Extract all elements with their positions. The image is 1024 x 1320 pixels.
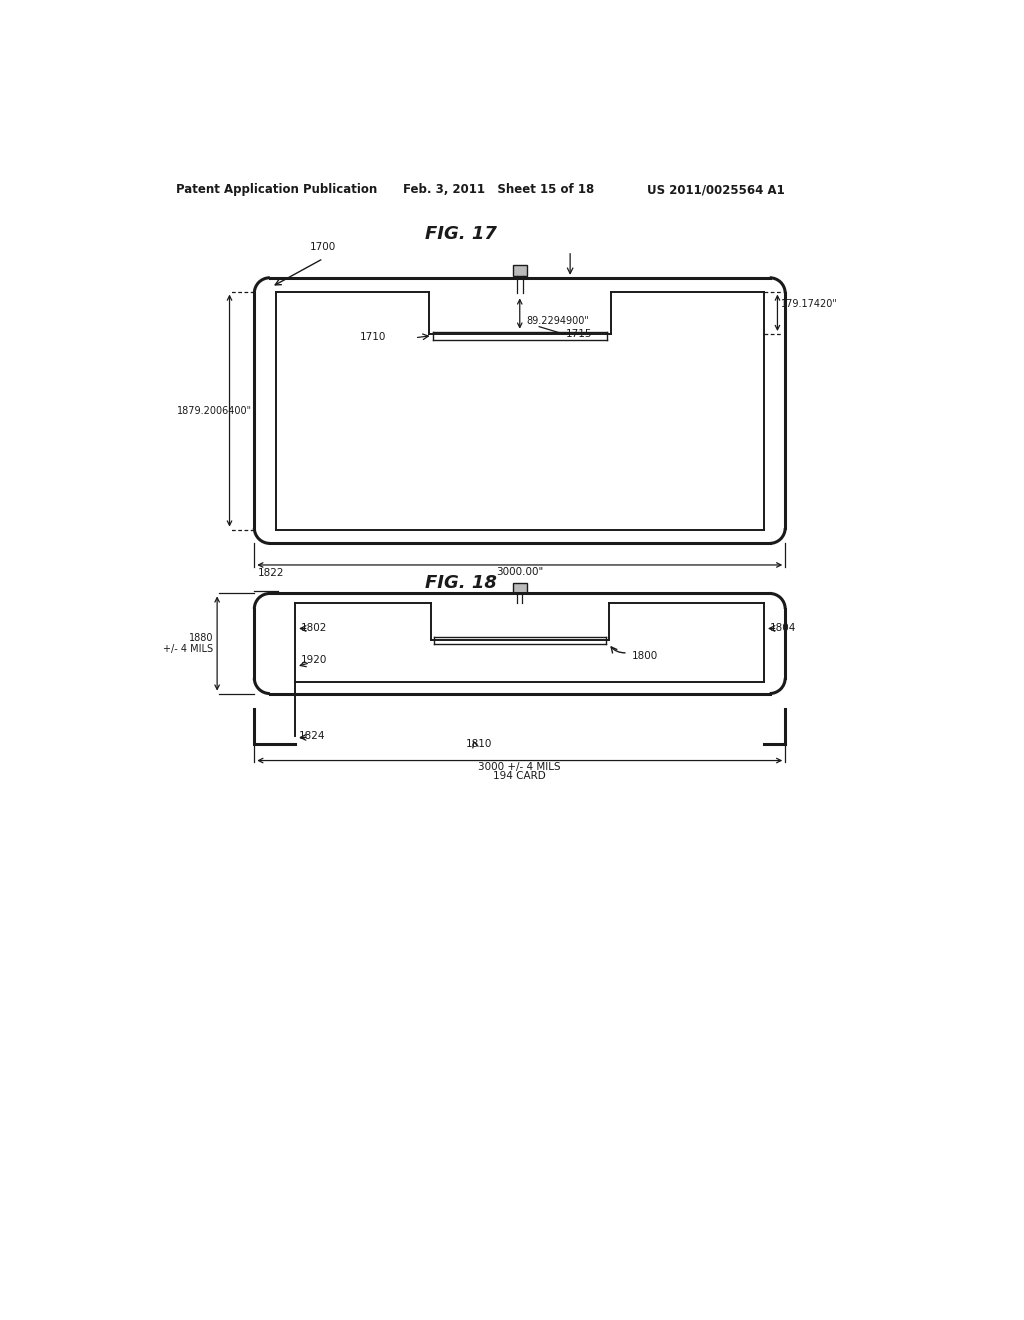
Text: Feb. 3, 2011   Sheet 15 of 18: Feb. 3, 2011 Sheet 15 of 18 — [403, 183, 594, 197]
Text: 1715: 1715 — [566, 330, 593, 339]
Text: FIG. 18: FIG. 18 — [425, 574, 498, 593]
Text: 1802: 1802 — [301, 623, 328, 632]
Bar — [513, 265, 526, 276]
Text: 1800: 1800 — [632, 651, 658, 661]
Text: Patent Application Publication: Patent Application Publication — [176, 183, 377, 197]
Text: 194 CARD: 194 CARD — [494, 771, 546, 781]
Text: 1804: 1804 — [770, 623, 796, 632]
Text: 1710: 1710 — [359, 333, 386, 342]
Text: 1824: 1824 — [299, 730, 325, 741]
Text: 89.2294900": 89.2294900" — [526, 315, 589, 326]
Text: 1700: 1700 — [310, 243, 336, 252]
Text: 179.17420": 179.17420" — [781, 298, 839, 309]
Text: FIG. 17: FIG. 17 — [425, 226, 498, 243]
Text: 1810: 1810 — [466, 739, 492, 748]
Text: 1880
+/- 4 MILS: 1880 +/- 4 MILS — [163, 632, 213, 655]
Text: 3000.00": 3000.00" — [497, 568, 544, 577]
Text: US 2011/0025564 A1: US 2011/0025564 A1 — [647, 183, 785, 197]
Text: 1920: 1920 — [301, 655, 328, 665]
Bar — [513, 583, 526, 593]
Text: 3000 +/- 4 MILS: 3000 +/- 4 MILS — [478, 762, 561, 772]
Text: 1879.2006400": 1879.2006400" — [177, 405, 252, 416]
Text: 1822: 1822 — [258, 568, 285, 578]
